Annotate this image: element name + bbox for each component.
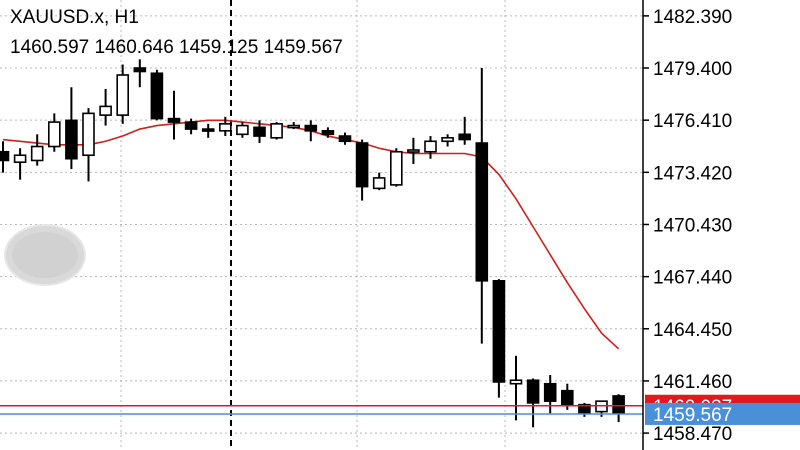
- candle-body: [526, 379, 540, 404]
- moving-average-line: [2, 119, 620, 350]
- candle-body: [407, 149, 420, 153]
- candle-body: [253, 126, 266, 137]
- chart-grid: [0, 0, 645, 450]
- axis-tick-label: 1473.420: [653, 163, 732, 184]
- candle-body: [0, 150, 10, 162]
- candle-body: [219, 123, 232, 132]
- chart-scroll-handle[interactable]: [4, 224, 86, 286]
- candle-body: [150, 72, 164, 120]
- candle-body: [13, 154, 27, 164]
- candle-body: [201, 128, 215, 132]
- axis-tick-label: 1467.440: [653, 268, 732, 289]
- candle-body: [543, 382, 557, 402]
- candle-body: [184, 121, 198, 130]
- candle-body: [372, 177, 386, 190]
- price-lines-layer: [0, 405, 643, 415]
- axis-tick-label: 1470.430: [653, 215, 732, 236]
- candle-body: [355, 142, 369, 188]
- moving-average-layer: [2, 119, 620, 350]
- candle-body: [116, 74, 129, 116]
- candle-body: [287, 124, 301, 129]
- axis-tick-label: 1482.390: [653, 7, 732, 28]
- candle-body: [47, 121, 61, 148]
- candle-body: [492, 280, 506, 383]
- candle-body: [338, 135, 352, 143]
- axis-background: [643, 0, 800, 450]
- candles-layer: [0, 59, 625, 428]
- candle-body: [167, 117, 181, 123]
- candle-body: [321, 130, 335, 136]
- candle-body: [99, 105, 112, 116]
- candle-body: [30, 145, 44, 162]
- candle-body: [424, 140, 437, 153]
- candle-body: [509, 379, 523, 385]
- candle-body: [65, 119, 78, 160]
- candle-body: [389, 150, 403, 186]
- ohlc-readout: 1460.597 1460.646 1459.125 1459.567: [10, 37, 343, 58]
- candle-body: [304, 124, 318, 132]
- bid-price-box: [645, 402, 800, 425]
- price-axis: 1482.390 1479.400 1476.410 1473.420 1470.430…: [642, 0, 800, 450]
- axis-tick-label: 1464.450: [653, 320, 732, 341]
- candle-body: [82, 112, 95, 157]
- candle-body: [133, 67, 147, 73]
- candle-body: [270, 123, 283, 139]
- candle-body: [458, 133, 472, 141]
- candle-body: [612, 395, 625, 415]
- axis-tick-label: 1479.400: [653, 59, 732, 80]
- axis-tick-label: 1461.460: [653, 372, 732, 393]
- candle-body: [441, 136, 454, 143]
- candle-body: [475, 142, 489, 282]
- candle-body: [560, 389, 574, 406]
- axis-tick-label: 1476.410: [653, 111, 732, 132]
- axis-tick-label: 1458.470: [653, 424, 732, 445]
- symbol-timeframe-label: XAUUSD.x, H1: [10, 7, 139, 28]
- candle-body: [236, 124, 249, 136]
- bid-price-label: 1459.567: [653, 405, 732, 426]
